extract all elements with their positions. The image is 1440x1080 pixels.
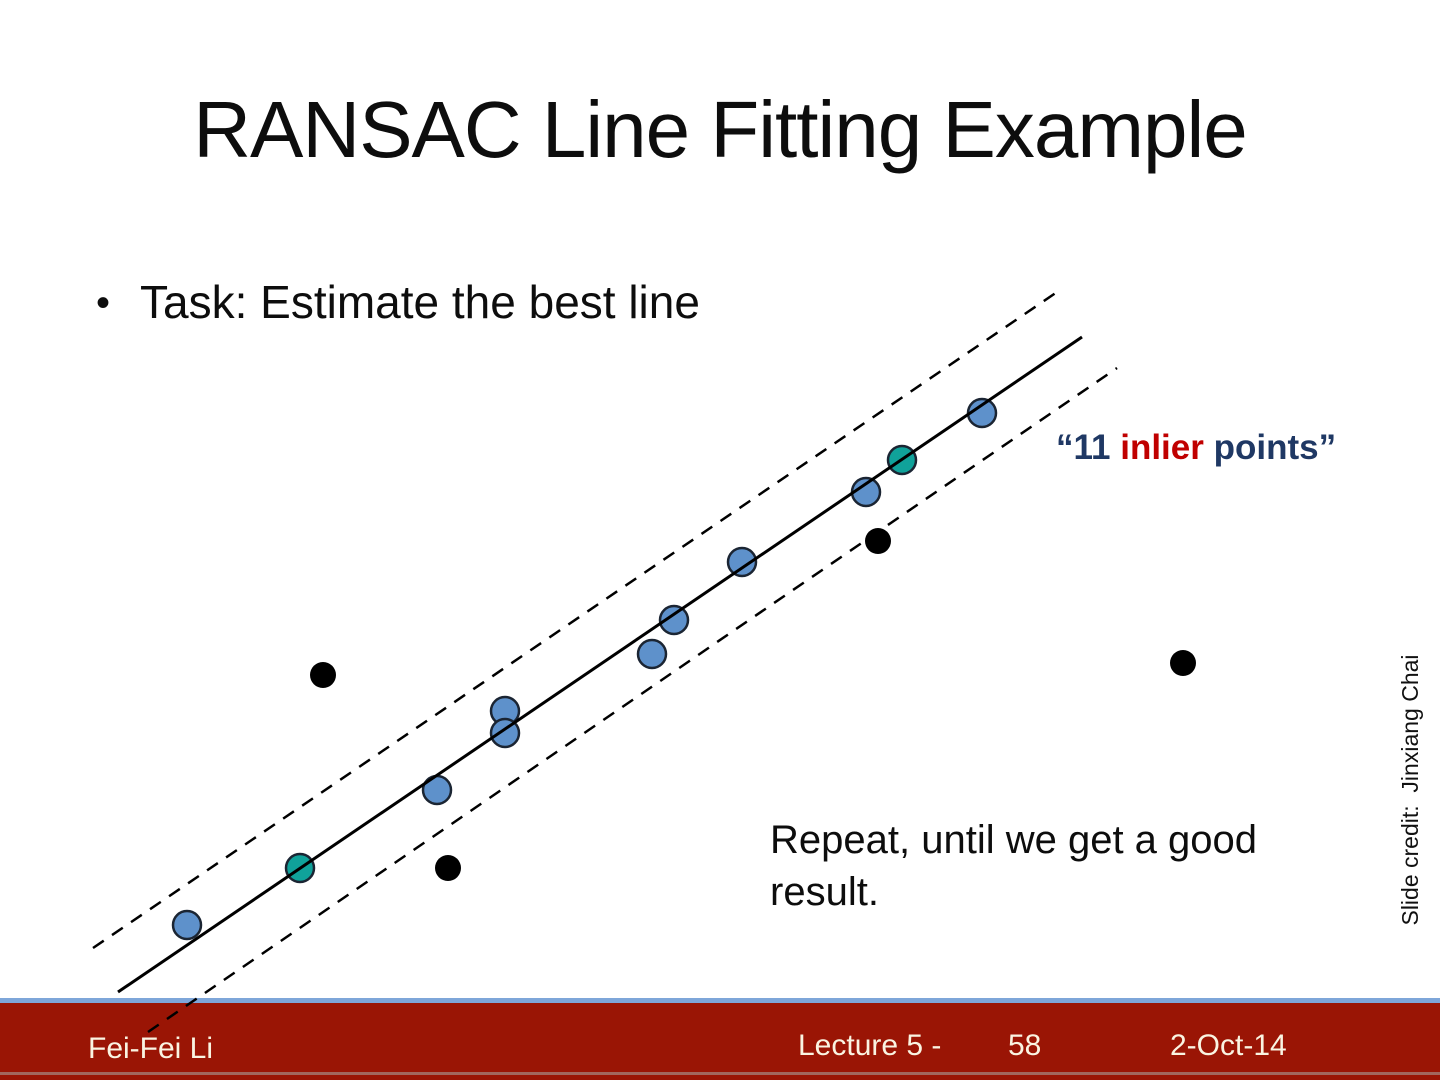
annotation-prefix: “11 bbox=[1056, 428, 1121, 467]
outlier-point bbox=[865, 528, 891, 554]
annotation-suffix: points” bbox=[1203, 428, 1337, 467]
footer-author: Fei-Fei Li bbox=[88, 1032, 214, 1065]
outlier-point bbox=[310, 662, 336, 688]
inlier-point bbox=[489, 695, 521, 727]
task-bullet: • Task: Estimate the best line bbox=[96, 274, 700, 332]
outlier-point bbox=[1170, 650, 1196, 676]
inlier-point bbox=[726, 546, 758, 578]
bullet-icon: • bbox=[96, 281, 111, 325]
inlier-point bbox=[658, 604, 690, 636]
sample-point bbox=[886, 444, 918, 476]
inlier-point bbox=[489, 717, 521, 749]
footer-date: 2-Oct-14 bbox=[1170, 1029, 1287, 1062]
repeat-note: Repeat, until we get a good result. bbox=[770, 818, 1258, 914]
inlier-point bbox=[171, 909, 203, 941]
inlier-point bbox=[966, 397, 998, 429]
footer-accent-line bbox=[0, 1072, 1440, 1075]
sample-point bbox=[284, 852, 316, 884]
inlier-point bbox=[850, 476, 882, 508]
task-bullet-text: Task: Estimate the best line bbox=[140, 276, 700, 328]
footer-lecture-label: Lecture 5 - bbox=[798, 1029, 942, 1062]
inlier-point bbox=[636, 638, 668, 670]
footer-page-number: 58 bbox=[1008, 1029, 1042, 1062]
lower-bound-line bbox=[147, 366, 1118, 1034]
inlier-count-annotation: “11 inlier points” bbox=[1056, 428, 1336, 468]
outlier-point bbox=[435, 855, 461, 881]
slide-credit: Slide credit: Jinxiang Chai bbox=[1397, 654, 1423, 926]
inlier-point bbox=[421, 774, 453, 806]
slide-title: RANSAC Line Fitting Example bbox=[193, 85, 1247, 174]
annotation-highlight: inlier bbox=[1120, 428, 1204, 467]
